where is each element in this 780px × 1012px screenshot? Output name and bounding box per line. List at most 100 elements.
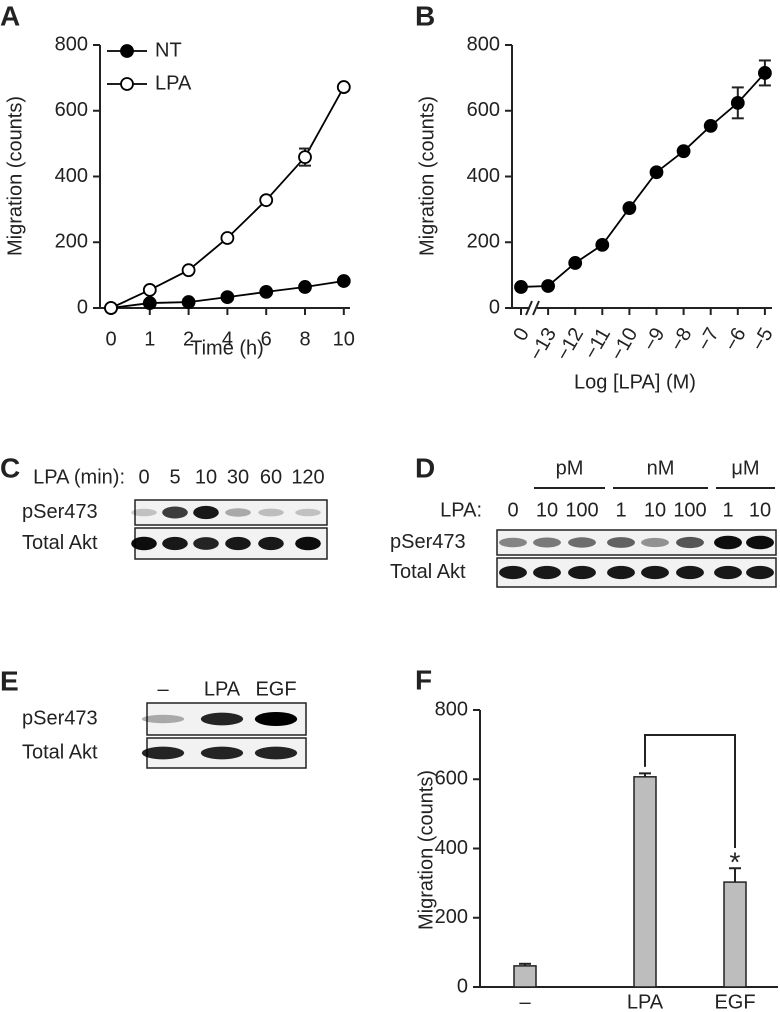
band <box>200 712 244 726</box>
x-tick-label: 2 <box>183 328 194 350</box>
data-point <box>730 95 745 110</box>
data-point <box>259 193 274 208</box>
x-tick-label: −7 <box>693 324 723 355</box>
data-point <box>336 274 351 288</box>
data-point <box>676 144 691 159</box>
x-tick-label: 1 <box>144 328 155 350</box>
panel-letter: B <box>415 0 435 31</box>
band <box>193 505 219 520</box>
x-tick-label: 4 <box>222 328 233 350</box>
data-point <box>703 118 718 133</box>
lane-header: LPA: <box>440 499 482 521</box>
band <box>131 508 157 517</box>
data-point <box>220 290 235 305</box>
band <box>676 565 704 580</box>
band <box>162 506 188 519</box>
data-point <box>758 66 772 80</box>
lane-label: – <box>157 678 169 700</box>
band <box>131 536 157 551</box>
x-tick-label: 10 <box>333 328 355 350</box>
series-line <box>110 86 345 309</box>
x-tick-label: – <box>519 991 531 1012</box>
band <box>254 712 298 726</box>
axis-break <box>532 300 540 316</box>
x-tick-label: 6 <box>261 328 272 350</box>
band <box>193 537 219 550</box>
band <box>295 508 321 517</box>
data-point <box>595 237 610 252</box>
row-label: pSer473 <box>390 531 466 553</box>
x-tick-label: −8 <box>666 324 696 355</box>
panel-letter: F <box>415 664 432 695</box>
lane-label: LPA <box>204 678 241 700</box>
x-tick-label: 0 <box>105 328 116 350</box>
y-tick-label: 200 <box>435 906 468 928</box>
lane-label: 30 <box>227 466 249 488</box>
y-tick-label: 600 <box>55 99 88 121</box>
band <box>568 565 596 580</box>
data-point <box>259 284 274 299</box>
bar <box>633 776 657 988</box>
x-axis-title: Log [LPA] (M) <box>574 371 696 393</box>
data-point <box>622 201 637 215</box>
y-tick-label: 800 <box>467 33 500 55</box>
y-tick-label: 0 <box>489 296 500 318</box>
data-point <box>336 80 351 94</box>
row-label: pSer473 <box>22 501 98 523</box>
data-point <box>220 231 235 245</box>
y-tick-label: 600 <box>435 768 468 790</box>
y-axis-title: Migration (counts) <box>416 96 438 256</box>
x-tick-label: LPA <box>627 991 664 1012</box>
data-point <box>649 165 664 180</box>
band <box>141 714 185 724</box>
x-tick-label: 0 <box>509 324 534 345</box>
panel-letter: A <box>0 0 20 31</box>
group-label: μM <box>731 457 759 479</box>
series-line <box>520 72 766 288</box>
y-tick-label: 800 <box>435 698 468 720</box>
y-tick-label: 800 <box>55 33 88 55</box>
band <box>225 508 251 517</box>
lane-label: 0 <box>138 466 149 488</box>
x-tick-label: EGF <box>714 991 755 1012</box>
axis-break <box>525 300 533 316</box>
panel-letter: E <box>0 665 19 696</box>
band <box>258 536 284 551</box>
data-point <box>142 283 157 297</box>
data-point <box>298 150 312 165</box>
band <box>746 565 774 580</box>
band <box>607 565 635 580</box>
x-tick-label: 8 <box>299 328 310 350</box>
band <box>714 535 742 550</box>
row-label: Total Akt <box>390 561 466 583</box>
data-point <box>181 295 196 309</box>
lane-label: 10 <box>536 499 558 521</box>
bar <box>723 881 747 988</box>
band <box>499 565 527 580</box>
x-tick-label: −11 <box>580 324 615 363</box>
row-label: Total Akt <box>22 532 98 554</box>
band <box>568 537 596 548</box>
lane-label: 120 <box>291 466 324 488</box>
group-label: pM <box>556 457 584 479</box>
legend-label: NT <box>155 39 182 61</box>
data-point <box>181 263 196 278</box>
band <box>295 536 321 551</box>
x-tick-label: −9 <box>639 324 669 355</box>
data-point <box>514 280 528 294</box>
band <box>714 565 742 580</box>
x-axis-title: Time (h) <box>190 337 264 359</box>
lane-label: 10 <box>195 466 217 488</box>
lane-label: 1 <box>615 499 626 521</box>
y-tick-label: 200 <box>55 231 88 253</box>
data-point <box>298 280 312 294</box>
band <box>607 537 635 548</box>
y-axis-title: Migration (counts) <box>4 96 26 256</box>
band <box>162 536 188 551</box>
lane-header: LPA (min): <box>33 466 125 488</box>
legend-marker <box>120 44 134 58</box>
data-point <box>568 256 583 270</box>
band <box>225 536 251 551</box>
y-tick-label: 0 <box>457 975 468 997</box>
row-label: pSer473 <box>22 707 98 729</box>
